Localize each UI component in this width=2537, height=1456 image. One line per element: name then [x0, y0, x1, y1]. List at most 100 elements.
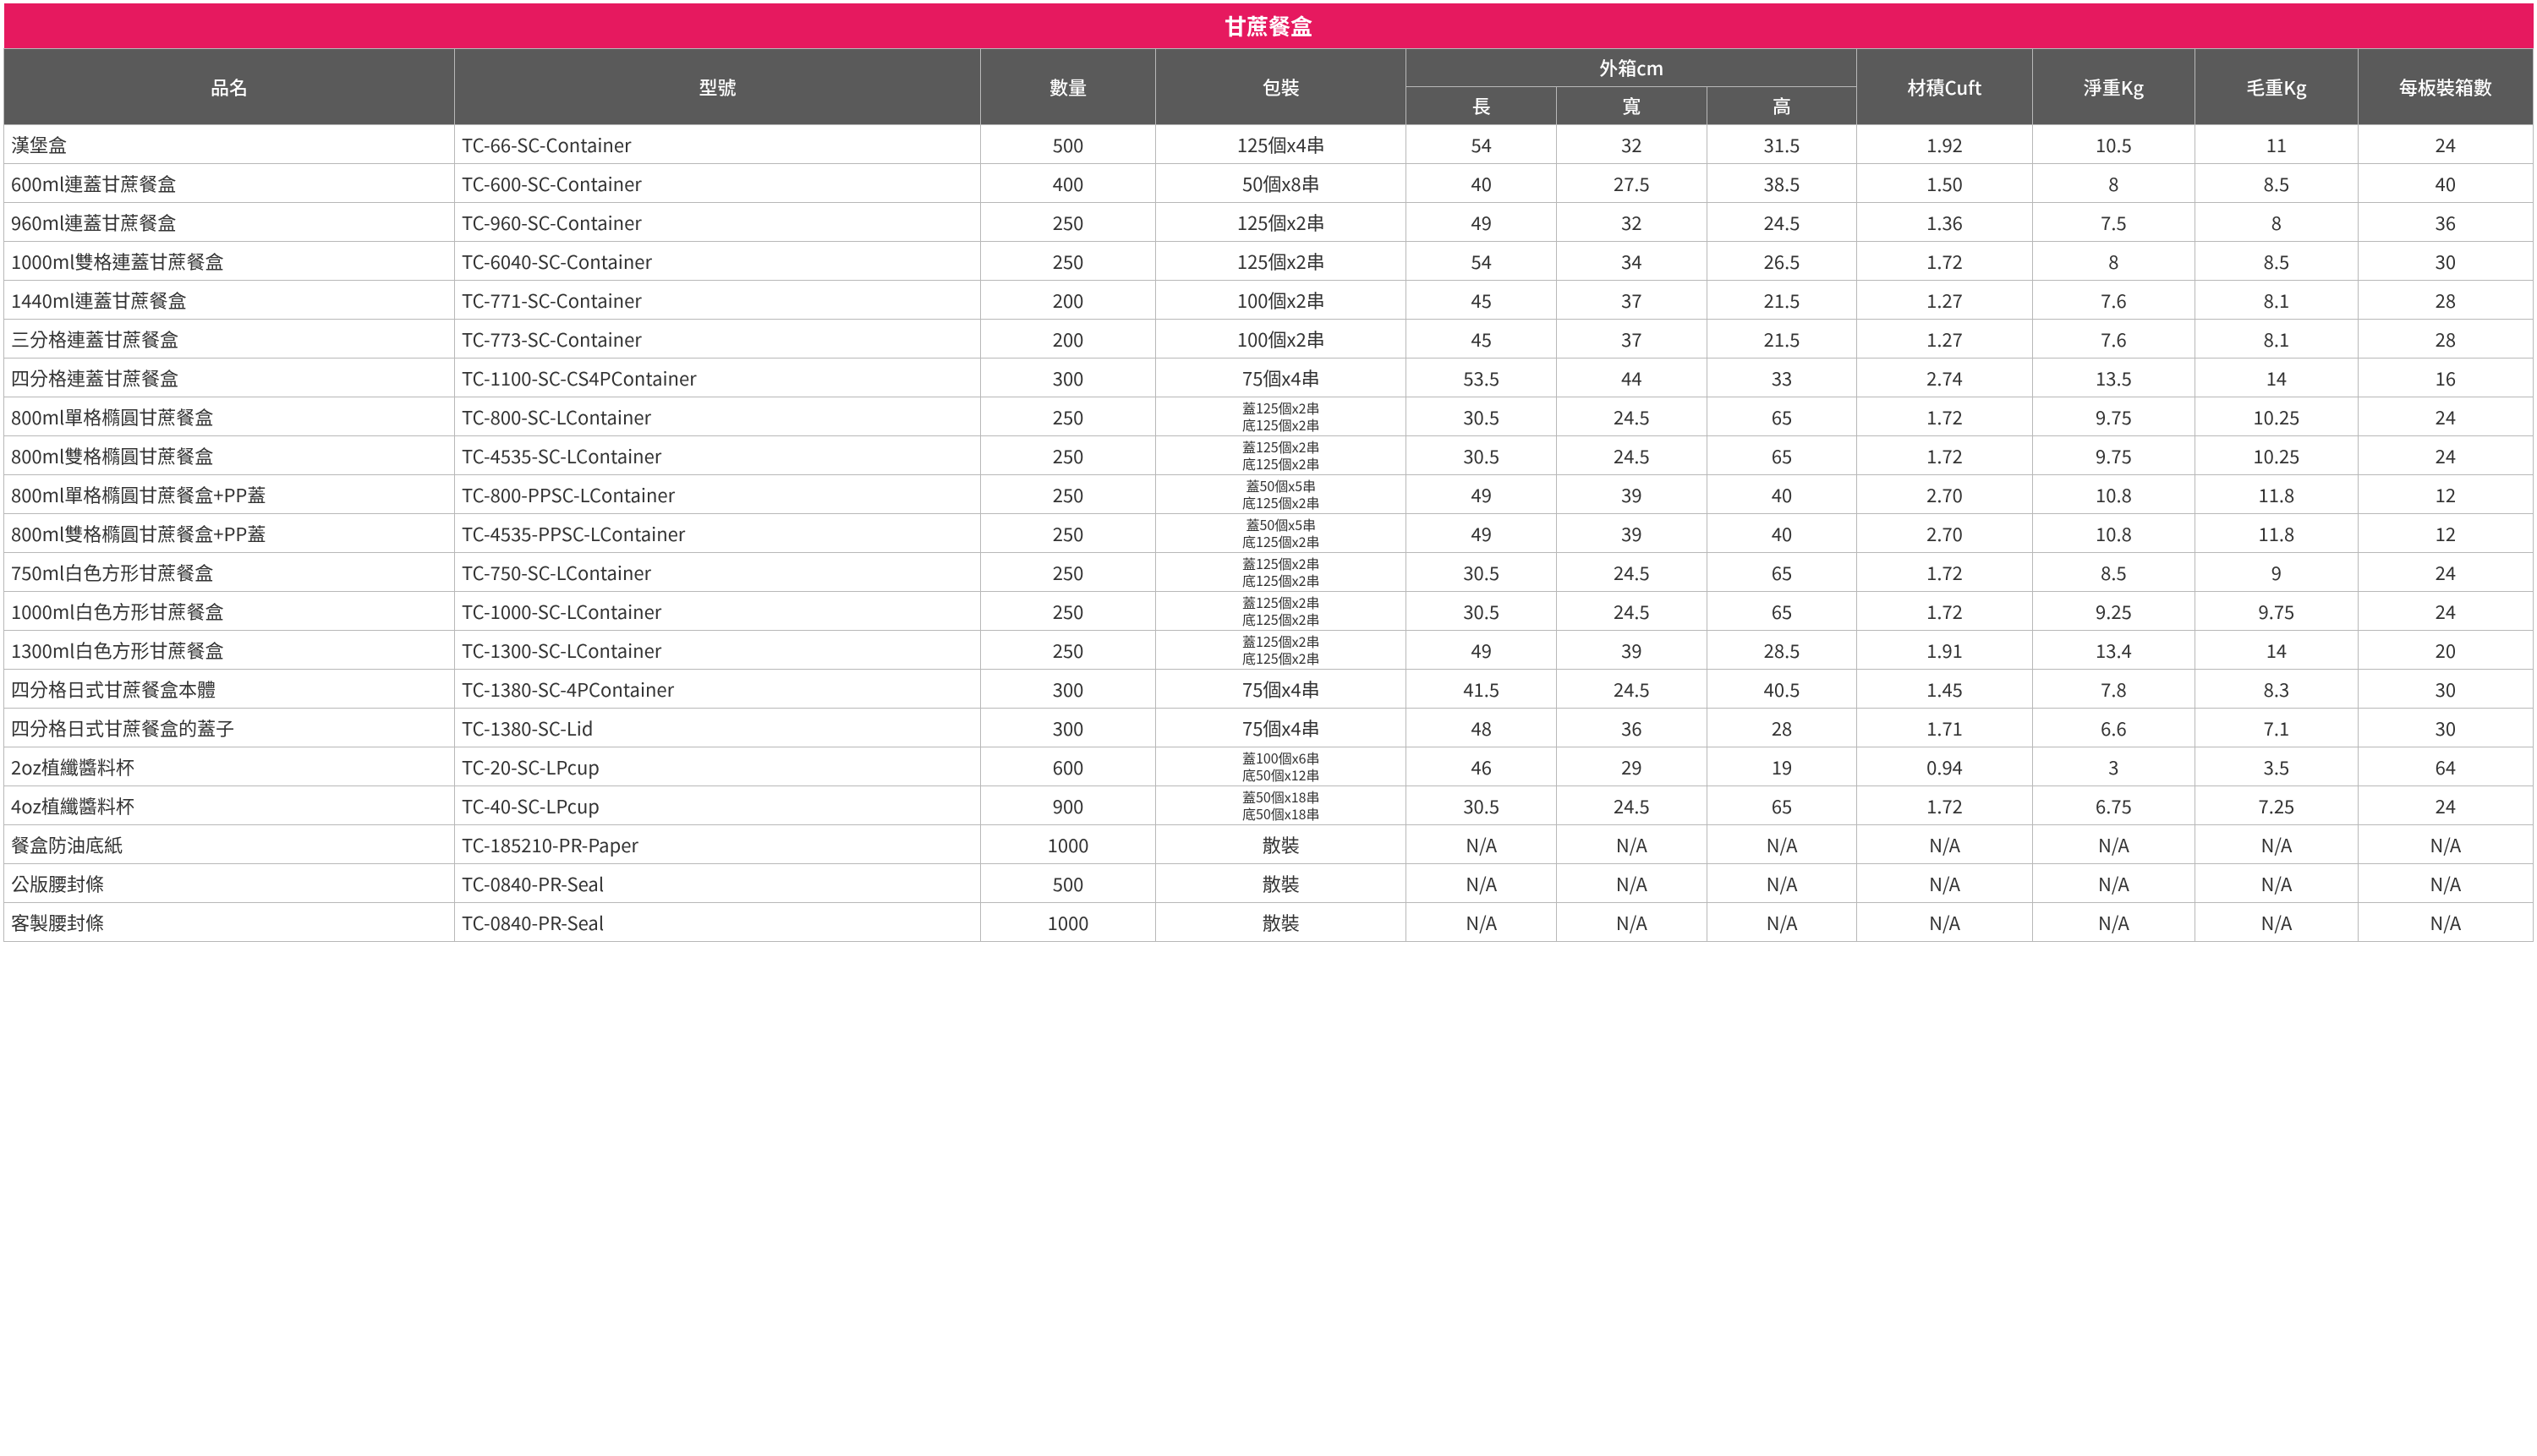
cell-wid: 39 — [1557, 514, 1707, 553]
cell-len: 49 — [1406, 514, 1557, 553]
cell-gross: 8.5 — [2195, 242, 2358, 281]
cell-net: N/A — [2032, 903, 2195, 942]
cell-net: 13.4 — [2032, 631, 2195, 670]
cell-model: TC-1300-SC-LContainer — [455, 631, 981, 670]
cell-wid: 34 — [1557, 242, 1707, 281]
cell-pkg: 125個x4串 — [1156, 125, 1406, 164]
cell-wid: 39 — [1557, 631, 1707, 670]
cell-gross: 11 — [2195, 125, 2358, 164]
cell-gross: 9 — [2195, 553, 2358, 592]
cell-wid: 27.5 — [1557, 164, 1707, 203]
cell-model: TC-0840-PR-Seal — [455, 903, 981, 942]
cell-gross: 3.5 — [2195, 747, 2358, 786]
cell-model: TC-771-SC-Container — [455, 281, 981, 320]
table-row: 800ml單格橢圓甘蔗餐盒+PP蓋TC-800-PPSC-LContainer2… — [4, 475, 2534, 514]
cell-pkg: 125個x2串 — [1156, 242, 1406, 281]
header-hei: 高 — [1707, 87, 1857, 125]
cell-hei: 38.5 — [1707, 164, 1857, 203]
cell-hei: 65 — [1707, 436, 1857, 475]
cell-qty: 250 — [980, 475, 1155, 514]
table-row: 四分格日式甘蔗餐盒本體TC-1380-SC-4PContainer30075個x… — [4, 670, 2534, 709]
cell-gross: 10.25 — [2195, 397, 2358, 436]
cell-hei: 26.5 — [1707, 242, 1857, 281]
cell-pallet: 30 — [2358, 670, 2533, 709]
cell-model: TC-750-SC-LContainer — [455, 553, 981, 592]
cell-len: 40 — [1406, 164, 1557, 203]
cell-pallet: 24 — [2358, 786, 2533, 825]
table-row: 2oz植纖醬料杯TC-20-SC-LPcup600蓋100個x6串底50個x12… — [4, 747, 2534, 786]
cell-gross: 8.5 — [2195, 164, 2358, 203]
cell-name: 2oz植纖醬料杯 — [4, 747, 455, 786]
header-outer: 外箱cm — [1406, 49, 1857, 87]
cell-len: 49 — [1406, 203, 1557, 242]
cell-hei: N/A — [1707, 864, 1857, 903]
cell-pkg: 蓋125個x2串底125個x2串 — [1156, 553, 1406, 592]
table-row: 1300ml白色方形甘蔗餐盒TC-1300-SC-LContainer250蓋1… — [4, 631, 2534, 670]
table-row: 1440ml連蓋甘蔗餐盒TC-771-SC-Container200100個x2… — [4, 281, 2534, 320]
cell-name: 1440ml連蓋甘蔗餐盒 — [4, 281, 455, 320]
cell-wid: 24.5 — [1557, 786, 1707, 825]
cell-pkg: 75個x4串 — [1156, 709, 1406, 747]
header-pkg: 包裝 — [1156, 49, 1406, 125]
cell-cuft: 1.91 — [1857, 631, 2032, 670]
cell-pkg: 蓋50個x18串底50個x18串 — [1156, 786, 1406, 825]
cell-model: TC-0840-PR-Seal — [455, 864, 981, 903]
header-row-1: 品名 型號 數量 包裝 外箱cm 材積Cuft 淨重Kg 毛重Kg 每板裝箱數 — [4, 49, 2534, 87]
cell-model: TC-40-SC-LPcup — [455, 786, 981, 825]
cell-pallet: 40 — [2358, 164, 2533, 203]
cell-name: 800ml單格橢圓甘蔗餐盒 — [4, 397, 455, 436]
cell-pallet: 20 — [2358, 631, 2533, 670]
cell-wid: 24.5 — [1557, 436, 1707, 475]
cell-len: 30.5 — [1406, 553, 1557, 592]
cell-wid: 29 — [1557, 747, 1707, 786]
cell-pkg-line: 底50個x18串 — [1159, 806, 1402, 822]
cell-cuft: 2.70 — [1857, 514, 2032, 553]
table-body: 漢堡盒TC-66-SC-Container500125個x4串543231.51… — [4, 125, 2534, 942]
cell-cuft: 1.27 — [1857, 320, 2032, 359]
cell-cuft: 2.70 — [1857, 475, 2032, 514]
cell-pallet: 16 — [2358, 359, 2533, 397]
cell-gross: 14 — [2195, 359, 2358, 397]
cell-pkg-line: 底50個x12串 — [1159, 767, 1402, 783]
cell-len: 54 — [1406, 125, 1557, 164]
table-title-row: 甘蔗餐盒 — [4, 3, 2534, 49]
cell-pkg-line: 底125個x2串 — [1159, 534, 1402, 550]
cell-cuft: 0.94 — [1857, 747, 2032, 786]
cell-pallet: 28 — [2358, 281, 2533, 320]
cell-qty: 250 — [980, 631, 1155, 670]
cell-pkg: 100個x2串 — [1156, 320, 1406, 359]
cell-gross: 9.75 — [2195, 592, 2358, 631]
cell-len: 45 — [1406, 320, 1557, 359]
cell-gross: N/A — [2195, 903, 2358, 942]
cell-net: 13.5 — [2032, 359, 2195, 397]
cell-hei: 33 — [1707, 359, 1857, 397]
cell-model: TC-20-SC-LPcup — [455, 747, 981, 786]
cell-name: 960ml連蓋甘蔗餐盒 — [4, 203, 455, 242]
cell-name: 漢堡盒 — [4, 125, 455, 164]
cell-wid: 24.5 — [1557, 670, 1707, 709]
cell-pkg: 100個x2串 — [1156, 281, 1406, 320]
cell-net: N/A — [2032, 864, 2195, 903]
cell-net: 10.5 — [2032, 125, 2195, 164]
cell-pkg: 蓋125個x2串底125個x2串 — [1156, 397, 1406, 436]
cell-qty: 250 — [980, 203, 1155, 242]
cell-name: 800ml雙格橢圓甘蔗餐盒 — [4, 436, 455, 475]
cell-gross: 10.25 — [2195, 436, 2358, 475]
cell-model: TC-960-SC-Container — [455, 203, 981, 242]
cell-len: 53.5 — [1406, 359, 1557, 397]
header-gross: 毛重Kg — [2195, 49, 2358, 125]
cell-pkg: 散裝 — [1156, 903, 1406, 942]
cell-qty: 250 — [980, 592, 1155, 631]
cell-qty: 1000 — [980, 825, 1155, 864]
cell-cuft: 1.72 — [1857, 553, 2032, 592]
cell-gross: 7.1 — [2195, 709, 2358, 747]
cell-pallet: 28 — [2358, 320, 2533, 359]
cell-pkg: 50個x8串 — [1156, 164, 1406, 203]
cell-len: 41.5 — [1406, 670, 1557, 709]
table-row: 餐盒防油底紙TC-185210-PR-Paper1000散裝N/AN/AN/AN… — [4, 825, 2534, 864]
table-row: 1000ml雙格連蓋甘蔗餐盒TC-6040-SC-Container250125… — [4, 242, 2534, 281]
cell-wid: 32 — [1557, 125, 1707, 164]
cell-hei: 40 — [1707, 514, 1857, 553]
cell-pallet: 24 — [2358, 592, 2533, 631]
table-row: 960ml連蓋甘蔗餐盒TC-960-SC-Container250125個x2串… — [4, 203, 2534, 242]
